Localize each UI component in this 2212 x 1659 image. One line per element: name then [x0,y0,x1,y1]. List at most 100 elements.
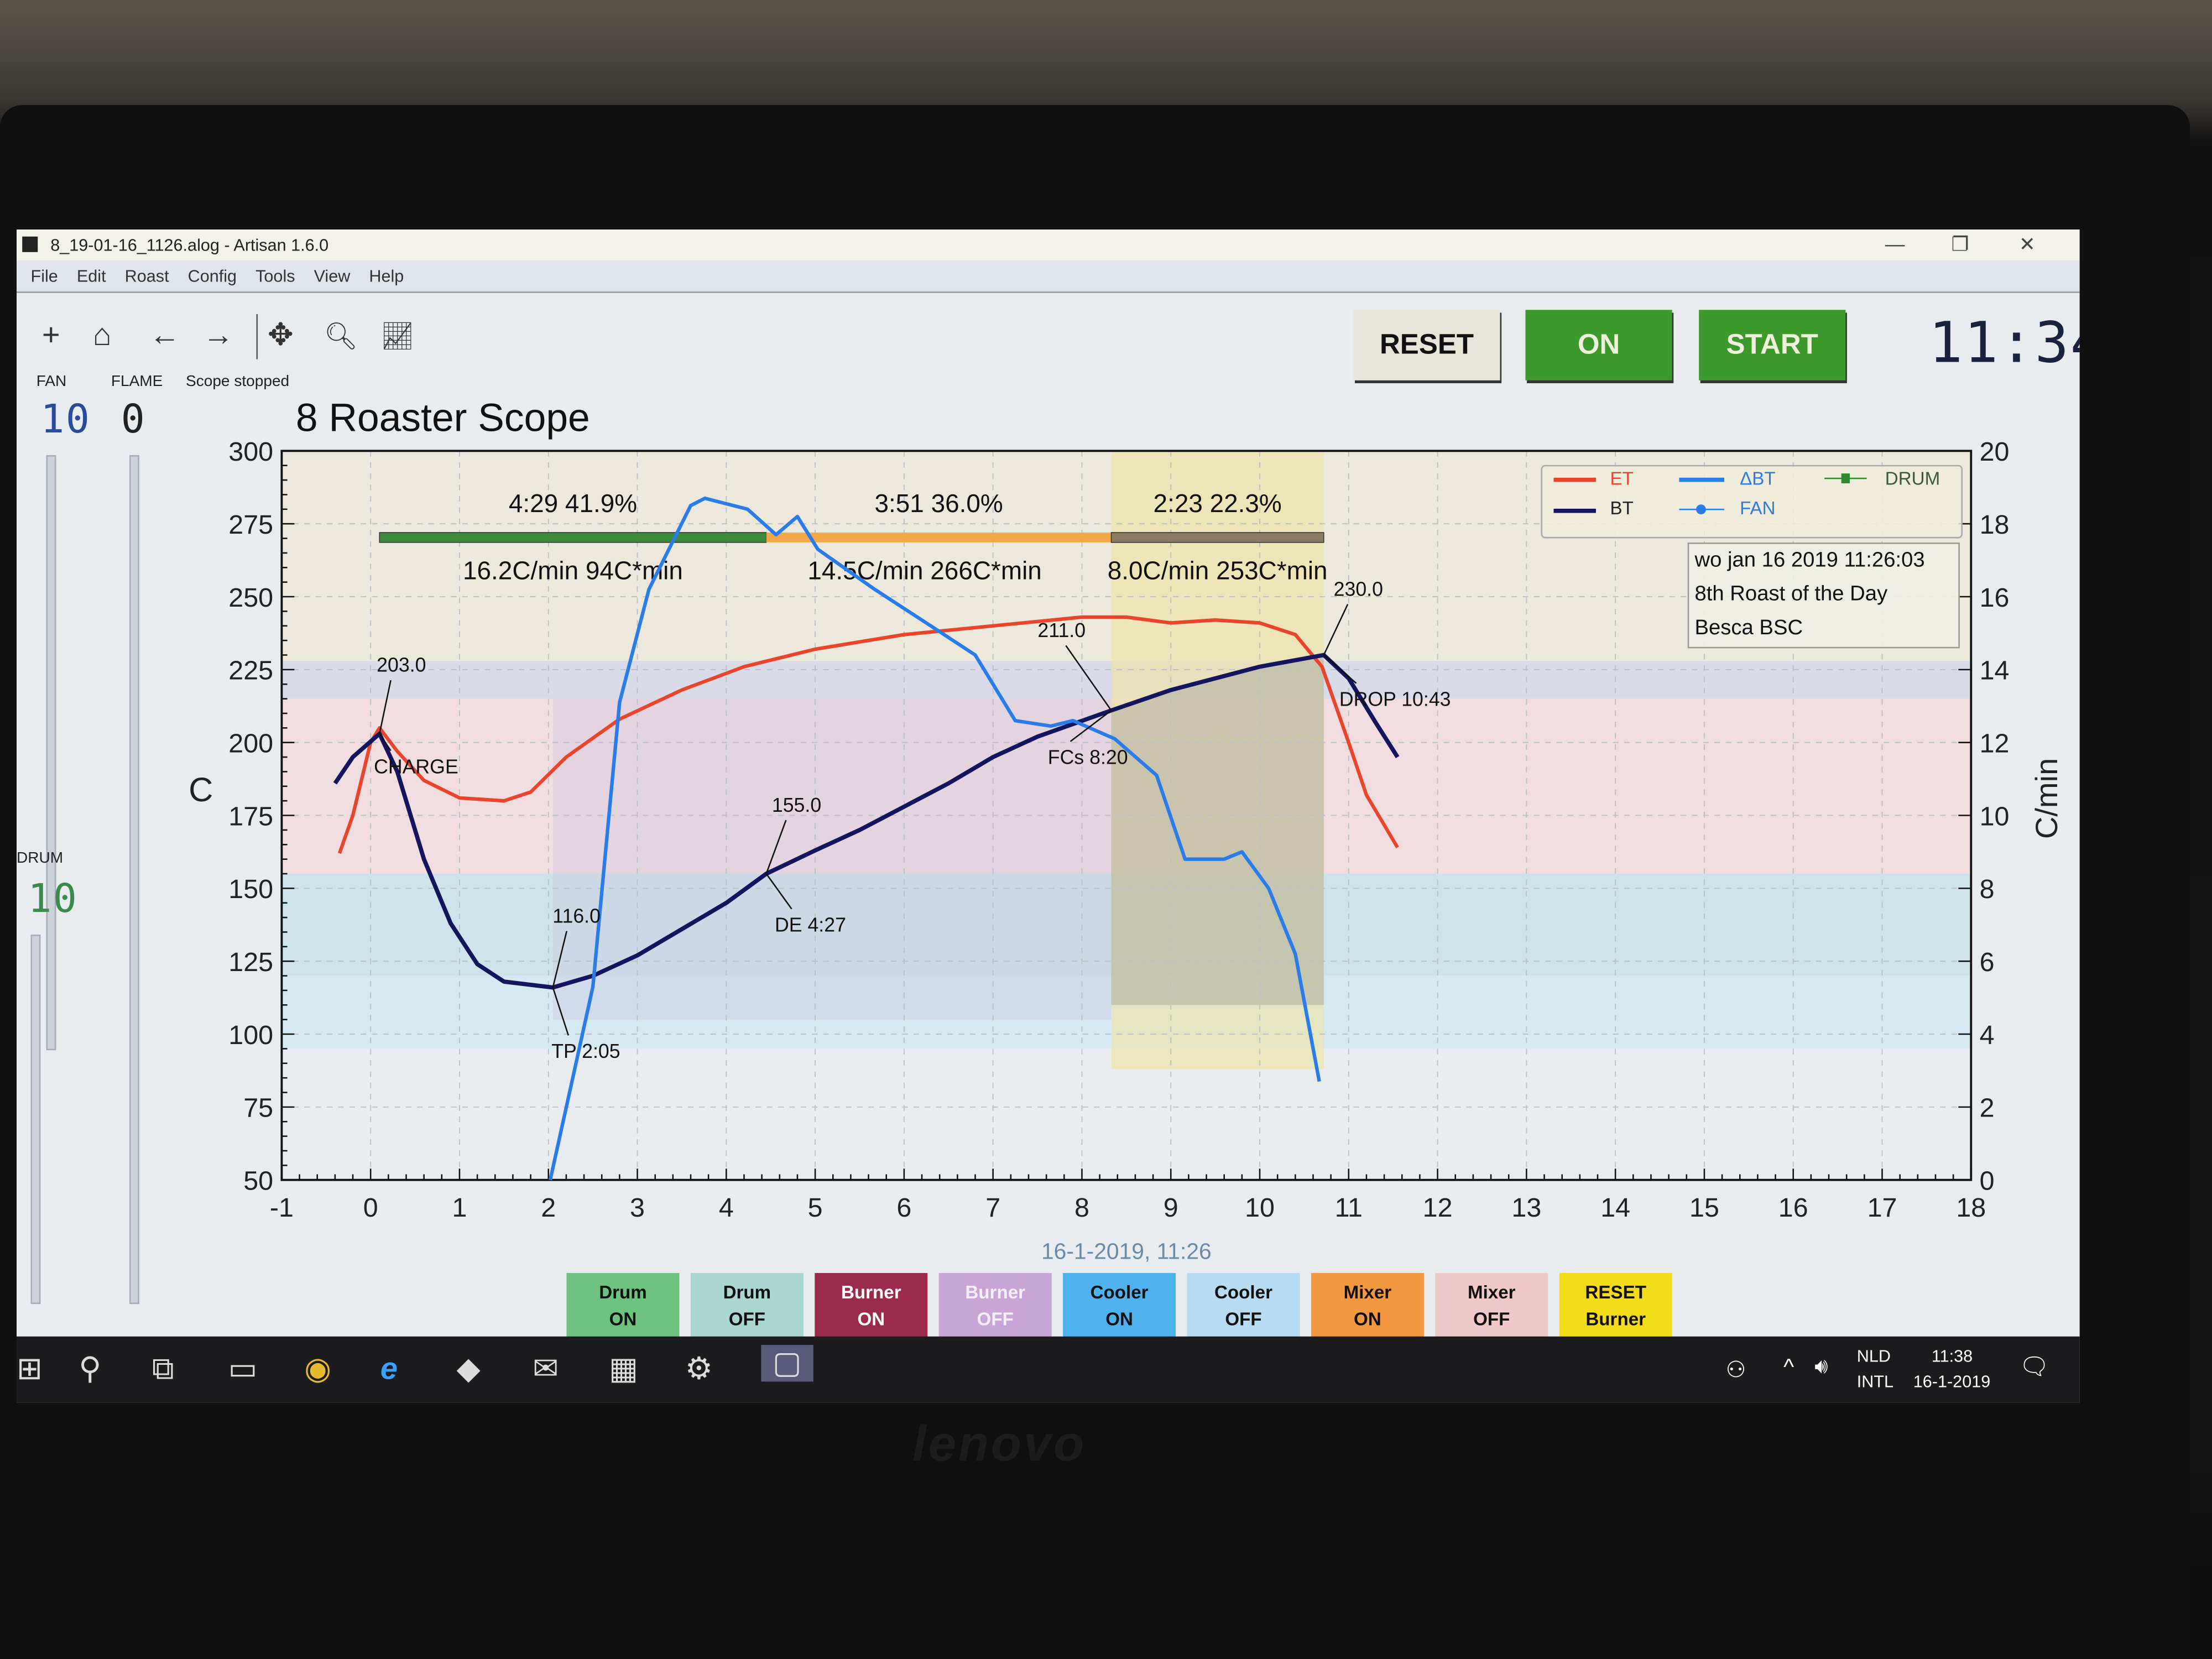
x-tick-label: 6 [896,1193,911,1223]
development-fill [1111,655,1324,1005]
x-tick-label: 8 [1074,1193,1089,1223]
forward-arrow-icon[interactable]: → [202,317,234,352]
chrome-icon[interactable]: ◉ [304,1350,332,1386]
legend-bt-label: BT [1610,497,1634,519]
action-center-icon[interactable]: 🗨︎ [2019,1353,2050,1380]
roast-datetime: wo jan 16 2019 11:26:03 [1694,548,1925,572]
chart-edit-icon[interactable]: 📈︎ [380,322,415,352]
legend-dbt-label: ΔBT [1740,467,1776,489]
y-tick-label: 75 [243,1093,273,1123]
event-button-reset-burner[interactable]: RESET Burner [1559,1273,1672,1338]
menu-config[interactable]: Config [187,266,237,286]
menu-help[interactable]: Help [369,266,404,286]
plus-icon[interactable]: + [41,317,60,352]
x-tick-label: 3 [630,1193,645,1223]
phase-time-label: 2:23 22.3% [1154,489,1282,518]
start-button[interactable]: START [1699,310,1846,380]
series-line-bt [333,653,1400,990]
internet-explorer-icon[interactable]: e [380,1350,398,1386]
y-tick-label: 125 [228,947,273,977]
event-button-cooler-off[interactable]: Cooler OFF [1187,1273,1300,1338]
x-tick-label: 0 [363,1193,378,1223]
fan-lcd: 10 [40,395,91,443]
app-icon[interactable]: ◆ [456,1350,481,1386]
event-button-drum-on[interactable]: Drum ON [566,1273,680,1338]
event-button-label: OFF [1225,1308,1262,1329]
event-button-label: Drum [599,1281,647,1303]
event-pointer [1070,709,1112,742]
back-arrow-icon[interactable]: ← [149,317,180,352]
mail-icon[interactable]: ✉ [533,1350,559,1386]
event-label-drop: DROP 10:43 [1339,688,1451,710]
taskbar: ⊞ ⚲ ⧉ ▭ ◉ e ◆ ✉ ▦ ⚙ ▢ ⚇ ^ 🔊︎ NLD INTL 11:38 16-1-2… [17,1336,2080,1403]
home-icon[interactable]: ⌂ [92,317,112,352]
event-pointer [1323,654,1357,684]
event-pointer [379,680,392,734]
on-button[interactable]: ON [1525,310,1672,380]
x-tick-label: 16 [1778,1193,1808,1223]
window-icon[interactable]: ▢ [761,1345,813,1382]
event-button-drum-off[interactable]: Drum OFF [690,1273,804,1338]
y2-tick-label: 2 [1980,1093,1995,1123]
language-code[interactable]: NLD [1856,1346,1891,1366]
clock-date[interactable]: 16-1-2019 [1913,1371,1991,1392]
event-button-label: Drum [723,1281,771,1303]
event-button-burner-off[interactable]: Burner OFF [938,1273,1052,1338]
event-button-mixer-on[interactable]: Mixer ON [1311,1273,1424,1338]
search-icon[interactable]: ⚲ [79,1350,102,1386]
windows-start-icon[interactable]: ⊞ [17,1350,43,1386]
menu-bar: File Edit Roast Config Tools View Help [17,260,2080,293]
event-button-label: Mixer [1467,1281,1516,1303]
event-button-label: Cooler [1214,1281,1272,1303]
restore-button[interactable]: ❐ [1951,232,1969,255]
artisan-icon[interactable]: ▦ [609,1350,639,1386]
volume-icon[interactable]: 🔊︎ [1814,1354,1828,1379]
legend-drum-label: DRUM [1885,467,1940,489]
menu-file[interactable]: File [30,266,58,286]
x-tick-label: 15 [1689,1193,1719,1223]
fan-label: FAN [36,373,67,390]
phase-stats-label: 16.2C/min 94C*min [463,556,683,585]
y2-tick-label: 0 [1980,1166,1995,1196]
reset-button[interactable]: RESET [1353,310,1500,380]
fan-slider[interactable] [46,455,56,1051]
menu-tools[interactable]: Tools [255,266,295,286]
event-value-fcs: 211.0 [1037,619,1086,641]
minimize-button[interactable]: — [1885,232,1905,255]
roast-title: 8th Roast of the Day [1694,582,1888,606]
event-value-tp: 116.0 [552,905,601,927]
y-tick-label: 175 [228,801,273,831]
file-explorer-icon[interactable]: ▭ [228,1350,258,1386]
toolbar-divider [256,314,258,359]
task-view-icon[interactable]: ⧉ [152,1350,174,1386]
clock-time[interactable]: 11:38 [1931,1346,1973,1366]
people-icon[interactable]: ⚇ [1725,1359,1746,1383]
settings-icon[interactable]: ⚙ [685,1350,713,1386]
event-pointer [765,873,792,910]
y2-tick-label: 14 [1980,656,2010,686]
roast-info-box: wo jan 16 2019 11:26:03 8th Roast of the… [1687,542,1960,649]
keyboard-layout[interactable]: INTL [1856,1371,1894,1392]
zoom-icon[interactable]: 🔍︎ [324,322,358,352]
chart-legend: ET BT ΔBT FAN DRUM [1541,465,1963,539]
timer-lcd: 11:34 [1928,311,2080,377]
event-button-cooler-on[interactable]: Cooler ON [1063,1273,1176,1338]
event-button-label: ON [1105,1308,1133,1329]
close-button[interactable]: ✕ [2019,232,2036,255]
pan-icon[interactable]: ✥ [267,317,294,352]
event-button-burner-on[interactable]: Burner ON [815,1273,928,1338]
y2-tick-label: 6 [1980,947,1995,977]
menu-view[interactable]: View [314,266,351,286]
phase-stats-label: 14.5C/min 266C*min [807,556,1041,585]
x-tick-label: 2 [541,1193,556,1223]
drum-slider[interactable] [30,935,41,1305]
title-bar: 8_19-01-16_1126.alog - Artisan 1.6.0 — ❐… [17,229,2080,261]
chevron-up-icon[interactable]: ^ [1783,1356,1794,1380]
event-button-mixer-off[interactable]: Mixer OFF [1435,1273,1548,1338]
chart-title: 8 Roaster Scope [295,395,590,440]
y2-tick-label: 12 [1980,729,2010,759]
flame-slider[interactable] [129,455,139,1305]
y-tick-label: 275 [228,510,273,540]
menu-edit[interactable]: Edit [76,266,106,286]
menu-roast[interactable]: Roast [124,266,169,286]
